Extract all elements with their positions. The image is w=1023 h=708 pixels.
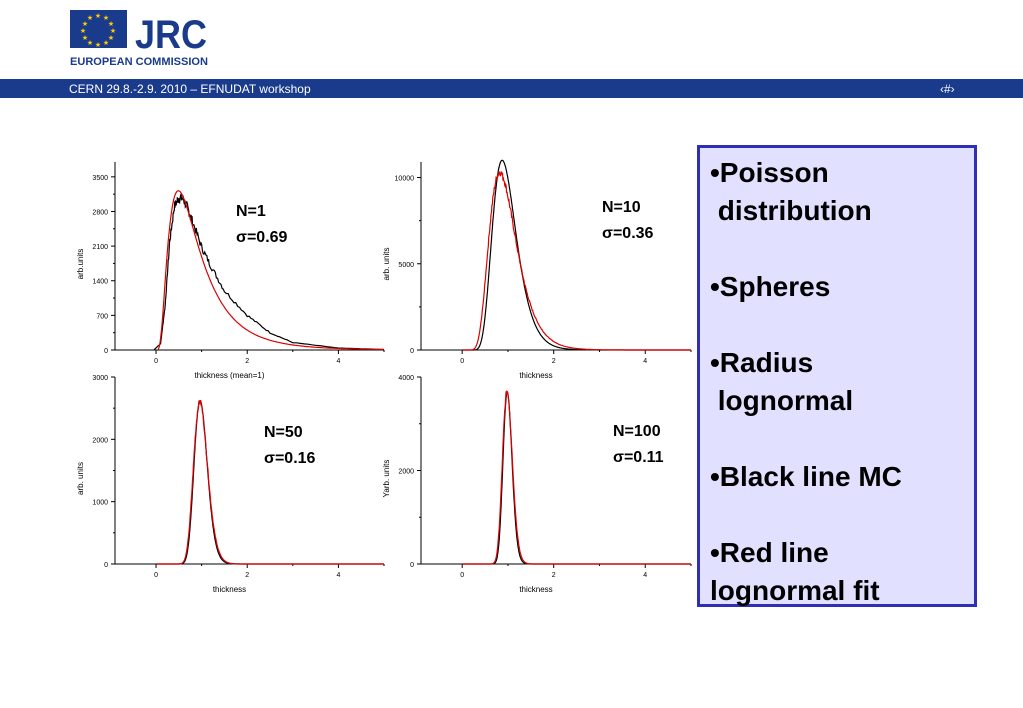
jrc-logo-text: JRC — [135, 13, 207, 57]
panel-3-series-fit-line — [156, 400, 384, 565]
panel-1-label: N=1 σ=0.69 — [236, 199, 287, 251]
svg-text:★: ★ — [103, 14, 109, 22]
panel-1-n: N=1 — [236, 203, 266, 220]
panel-4-sigma: σ=0.11 — [613, 449, 664, 466]
eu-flag-icon — [70, 10, 127, 48]
bullet-box: •Poisson distribution •Spheres •Radius l… — [697, 145, 977, 607]
panel-4-n: N=100 — [613, 423, 661, 440]
svg-text:★: ★ — [95, 41, 101, 49]
panel-2-xtick-label: 2 — [552, 358, 556, 365]
panel-3-ytick-label: 3000 — [92, 375, 108, 382]
panel-1-ytick-label: 3500 — [92, 175, 108, 182]
panel-3-ytick-label: 2000 — [92, 437, 108, 444]
plots-canvas: 0 700 1400 2100 2800 3500 0 2 4 thickness (mean=1… — [76, 159, 692, 594]
svg-text:★: ★ — [82, 34, 88, 42]
panel-2-series-mc-line — [463, 159, 691, 351]
panel-4-xtick-label: 4 — [643, 572, 647, 579]
bullet-black-line: •Black line MC — [710, 461, 902, 492]
panel-4-xtick-label: 0 — [460, 572, 464, 579]
panel-3-sigma: σ=0.16 — [264, 450, 316, 467]
panel-2-ytick-label: 5000 — [398, 262, 414, 269]
panel-4-ylabel: Yarb. units — [382, 460, 391, 498]
panel-1-xlabel: thickness (mean=1) — [194, 371, 264, 380]
panel-1-sigma: σ=0.69 — [236, 229, 288, 246]
panel-1-series-fit-line — [157, 190, 384, 350]
bullet-radius: •Radius lognormal — [710, 347, 854, 416]
bullet-spheres: •Spheres — [710, 271, 831, 302]
svg-text:★: ★ — [95, 12, 101, 20]
jrc-logo: ★ ★ ★ ★ ★ ★ ★ ★ ★ ★ ★ ★ JRC EUROPEAN COMMISSION — [68, 8, 210, 68]
panel-4-ytick-label: 0 — [410, 562, 414, 569]
panel-3-xtick-label: 4 — [336, 572, 340, 579]
svg-text:★: ★ — [103, 39, 109, 47]
panel-2-label: N=10 σ=0.36 — [602, 195, 653, 247]
panel-2-xtick-label: 4 — [643, 358, 647, 365]
panel-4-ytick-label: 2000 — [398, 469, 414, 476]
svg-text:★: ★ — [108, 34, 114, 42]
panel-4-label: N=100 σ=0.11 — [613, 419, 664, 471]
panel-1-ytick-label: 1400 — [92, 279, 108, 286]
svg-text:★: ★ — [108, 20, 114, 28]
panel-1-ytick-label: 2100 — [92, 244, 108, 251]
panel-2-ytick-label: 10000 — [395, 176, 415, 183]
panel-1-ytick-label: 0 — [104, 348, 108, 355]
bullet-red-line: •Red line lognormal fit — [710, 537, 880, 606]
panel-2-xlabel: thickness — [519, 371, 552, 380]
panel-2-series-fit-line — [463, 170, 691, 351]
panel-4-ytick-label: 4000 — [398, 375, 414, 382]
panel-1-ytick-label: 700 — [96, 313, 108, 320]
svg-text:★: ★ — [87, 14, 93, 22]
panel-2-xtick-label: 0 — [460, 358, 464, 365]
panel-1-ytick-label: 2800 — [92, 209, 108, 216]
panel-3-ytick-label: 0 — [104, 562, 108, 569]
panel-4-xtick-label: 2 — [552, 572, 556, 579]
svg-text:★: ★ — [110, 27, 116, 35]
panel-4-series-fit-line — [463, 389, 691, 565]
panel-3-n: N=50 — [264, 424, 303, 441]
panel-3-xtick-label: 2 — [245, 572, 249, 579]
panel-3-ytick-label: 1000 — [92, 500, 108, 507]
panel-2-ytick-label: 0 — [410, 348, 414, 355]
eu-stars-icon: ★ ★★ ★★★ ★★★ ★★★ — [80, 12, 116, 49]
bullet-poisson: •Poisson distribution — [710, 157, 872, 226]
panel-1-ylabel: arb.units — [76, 249, 85, 280]
header-bar: CERN 29.8.-2.9. 2010 – EFNUDAT workshop … — [0, 79, 1023, 98]
header-title: CERN 29.8.-2.9. 2010 – EFNUDAT workshop — [69, 82, 311, 96]
panel-1-xtick-label: 0 — [154, 358, 158, 365]
panel-1-xtick-label: 4 — [336, 358, 340, 365]
panel-2-sigma: σ=0.36 — [602, 225, 654, 242]
panel-1-xtick-label: 2 — [245, 358, 249, 365]
slide-number: ‹#› — [940, 82, 955, 96]
panel-2-ylabel: arb. units — [382, 248, 391, 281]
panel-4-series-mc-line — [463, 391, 691, 565]
panel-3-ylabel: arb. units — [76, 462, 85, 495]
panel-3-xtick-label: 0 — [154, 572, 158, 579]
panel-4-xlabel: thickness — [519, 585, 552, 594]
panel-3-xlabel: thickness — [213, 585, 246, 594]
panel-3-label: N=50 σ=0.16 — [264, 420, 315, 472]
svg-text:★: ★ — [87, 39, 93, 47]
logo-subtitle: EUROPEAN COMMISSION — [70, 56, 208, 68]
svg-text:★: ★ — [80, 27, 86, 35]
panel-2-n: N=10 — [602, 199, 641, 216]
svg-text:★: ★ — [82, 20, 88, 28]
